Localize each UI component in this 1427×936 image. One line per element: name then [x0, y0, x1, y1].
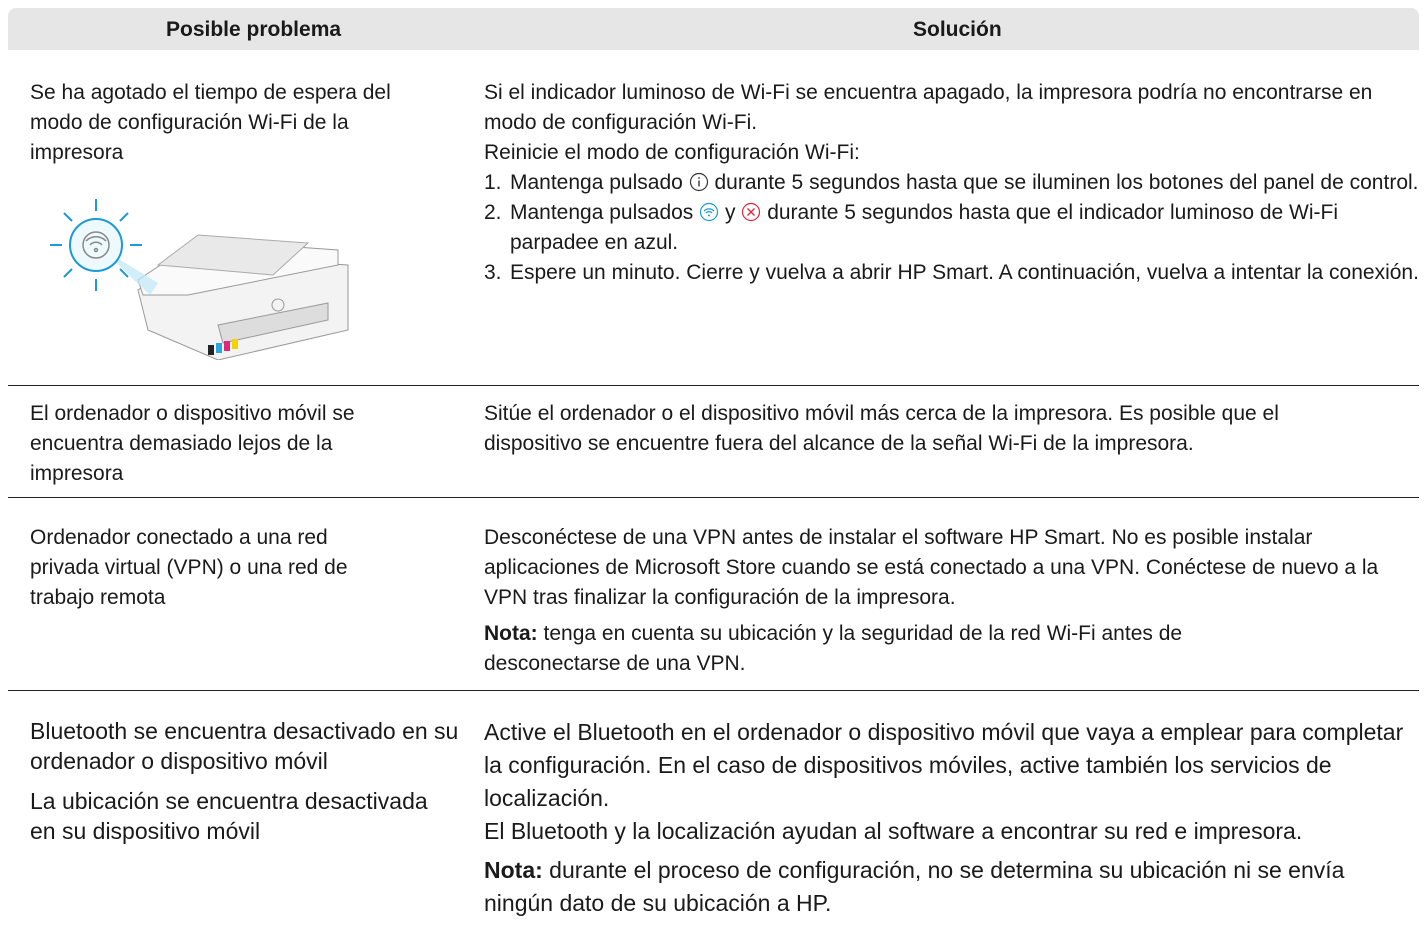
problem-text: Bluetooth se encuentra desactivado en su… — [30, 718, 459, 774]
step: 3. Espere un minuto. Cierre y vuelva a ab… — [484, 258, 1419, 288]
wifi-icon — [700, 202, 719, 222]
step-text: durante 5 segundos hasta que el indicado… — [510, 201, 1339, 254]
note-text: tenga en cuenta su ubicación y la seguri… — [484, 622, 1183, 675]
printer-illustration — [50, 199, 349, 360]
note-label: Nota: — [484, 857, 543, 883]
note: Nota: tenga en cuenta su ubicación y la … — [484, 619, 1284, 679]
solution-text: Desconéctese de una VPN antes de instala… — [484, 526, 1379, 609]
solution-text: Si el indicador luminoso de Wi-Fi se enc… — [484, 81, 1373, 134]
header-cell: Posible problema — [166, 18, 342, 41]
table-row: Bluetooth se encuentra desactivado en su… — [8, 692, 1419, 936]
cancel-icon — [742, 202, 761, 222]
problem-cell: El ordenador o dispositivo móvil se encu… — [30, 399, 400, 489]
problem-cell: Ordenador conectado a una red privada vi… — [30, 523, 390, 613]
solution-cell: Si el indicador luminoso de Wi-Fi se enc… — [484, 78, 1419, 288]
problem-text: La ubicación se encuentra desactivada en… — [30, 788, 428, 844]
problem-text: El ordenador o dispositivo móvil se encu… — [30, 402, 355, 485]
table-row: Ordenador conectado a una red privada vi… — [8, 499, 1419, 691]
problem-cell: Bluetooth se encuentra desactivado en su… — [30, 716, 460, 846]
header-cell: Solución — [913, 18, 1002, 41]
step-text: y — [725, 201, 736, 224]
solution-cell: Sitúe el ordenador o el dispositivo móvi… — [484, 399, 1374, 459]
step-number: 1. — [484, 171, 502, 194]
problem-cell: Se ha agotado el tiempo de espera del mo… — [30, 78, 410, 168]
step: 2. Mantenga pulsados y durante 5 segundos… — [484, 198, 1419, 258]
step-text: durante 5 segundos hasta que se iluminen… — [714, 171, 1419, 194]
step-text: Mantenga pulsado — [510, 171, 683, 194]
problem-text: Ordenador conectado a una red privada vi… — [30, 526, 348, 609]
note-label: Nota: — [484, 622, 538, 645]
step-text: Mantenga pulsados — [510, 201, 694, 224]
note: Nota: durante el proceso de configuració… — [484, 854, 1419, 920]
table-row: El ordenador o dispositivo móvil se encu… — [8, 387, 1419, 498]
solution-text: Active el Bluetooth en el ordenador o di… — [484, 719, 1404, 811]
solution-text: El Bluetooth y la localización ayudan al… — [484, 818, 1303, 844]
problem-text: Se ha agotado el tiempo de espera del mo… — [30, 81, 391, 164]
step-number: 3. — [484, 261, 502, 284]
solution-cell: Desconéctese de una VPN antes de instala… — [484, 523, 1419, 679]
table-row: Se ha agotado el tiempo de espera del mo… — [8, 50, 1419, 386]
solution-cell: Active el Bluetooth en el ordenador o di… — [484, 716, 1419, 920]
solution-text: Sitúe el ordenador o el dispositivo móvi… — [484, 402, 1279, 455]
step: 1. Mantenga pulsado durante 5 segundos ha… — [484, 168, 1419, 198]
solution-text: Reinicie el modo de configuración Wi-Fi: — [484, 141, 860, 164]
info-icon — [689, 172, 708, 192]
step-text: Espere un minuto. Cierre y vuelva a abri… — [510, 261, 1419, 284]
table-header: Posible problema Solución — [8, 8, 1419, 50]
note-text: durante el proceso de configuración, no … — [484, 857, 1345, 916]
step-number: 2. — [484, 201, 502, 224]
